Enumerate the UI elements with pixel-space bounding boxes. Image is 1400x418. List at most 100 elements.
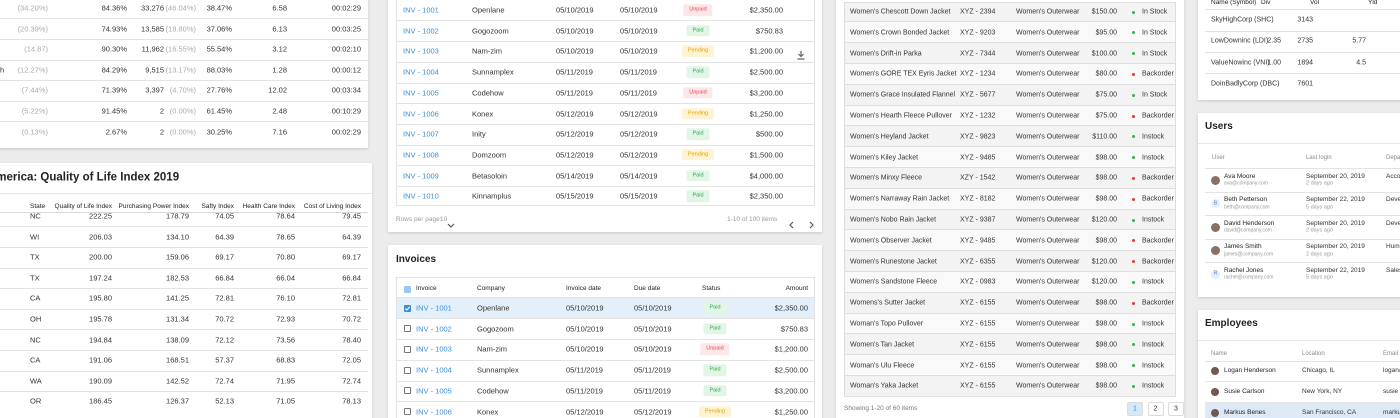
location: Chicago, IL [1302,366,1335,374]
location: New York, NY [1302,387,1343,395]
checkbox[interactable] [403,345,411,353]
row-divider [1205,381,1400,383]
cell: 66.84 [342,273,361,283]
share: (20.39%) [17,23,48,33]
invoice-link[interactable]: INV - 1004 [416,365,452,375]
invoice-link[interactable]: INV - 1005 [416,386,452,396]
duration: 00:02:29 [331,126,361,136]
invoice-link[interactable]: INV - 1006 [403,108,439,118]
page-button[interactable] [1147,402,1164,416]
product-name: Women's Chescott Down Jacket [850,8,951,16]
category: Women's Outerwear [1016,174,1080,182]
checkbox[interactable] [403,408,411,415]
header-checkbox[interactable] [403,285,411,293]
row-divider [396,165,815,167]
cell: 72.74 [342,376,361,386]
page-number[interactable]: 2 [1153,405,1158,413]
panel-title: Users [1205,121,1233,132]
row-divider [396,123,815,125]
cell: 71.05 [276,396,295,406]
sessions: 9,515 [145,65,164,75]
invoice-link[interactable]: INV - 1007 [403,129,439,139]
row-divider [0,329,368,331]
row-divider [396,41,815,43]
checkbox[interactable] [403,304,411,312]
invoice-link[interactable]: INV - 1006 [416,406,452,416]
category: Women's Outerwear [1016,195,1080,203]
cell: 197.24 [89,273,112,283]
product-row [844,188,1176,210]
pages: 3.12 [272,44,287,54]
cell: 142.52 [166,376,189,386]
row-divider [1205,402,1400,404]
cell: 66.84 [215,273,234,283]
company: Nam-zim [472,46,502,56]
login-date: September 22, 2019 [1306,195,1365,203]
row-divider [0,18,368,20]
invoice-link[interactable]: INV - 1003 [403,46,439,56]
user-email: rachel@company.com [1224,274,1274,281]
sku: XYZ - 1234 [960,70,996,78]
amount: $1,250.00 [774,406,808,416]
product-row [844,147,1176,168]
column-header: Quality of Life Index [54,202,112,210]
invoice-link[interactable]: INV - 1009 [403,170,439,180]
page-number[interactable]: 3 [1174,405,1178,413]
stock-dot [1132,31,1135,35]
row-label: h [0,65,5,75]
download-icon[interactable] [797,47,805,60]
department: Devel [1386,195,1400,203]
row-divider [396,82,815,84]
cell: 186.45 [89,396,112,406]
stock-status: Backorder [1142,258,1174,266]
invoice-date: 05/11/2019 [566,386,603,396]
due-date: 05/10/2019 [634,344,672,354]
product-row [844,376,1176,397]
duration: 00:03:25 [331,23,361,33]
prev-page[interactable] [788,216,796,229]
due-date: 05/10/2019 [620,46,658,56]
invoice-link[interactable]: INV - 1008 [403,150,439,160]
invoice-link[interactable]: INV - 1010 [403,191,439,201]
sessions-share: (46.04%) [165,3,196,13]
next-page[interactable] [807,216,815,229]
invoice-link[interactable]: INV - 1003 [416,344,452,354]
page-number[interactable]: 1 [1133,405,1137,413]
invoice-link[interactable]: INV - 1001 [403,5,439,15]
row-divider [1205,238,1400,240]
invoice-link[interactable]: INV - 1002 [403,25,439,35]
department: Sales [1386,266,1400,274]
due-date: 05/11/2019 [620,67,657,77]
category: Women's Outerwear [1016,8,1080,16]
due-date: 05/10/2019 [634,303,672,313]
checkbox[interactable] [403,387,411,395]
user-name: James Smith [1224,242,1262,250]
sessions-share: (4.70%) [169,85,196,95]
product-row [844,168,1176,189]
due-date: 05/10/2019 [620,25,658,35]
cell: 70.80 [276,252,295,262]
stock-dot [1132,260,1135,264]
price: $98.00 [1095,195,1117,203]
due-date: 05/11/2019 [634,386,671,396]
checkbox[interactable] [403,366,411,374]
price: $98.00 [1095,362,1117,370]
bounce: 27.76% [206,85,232,95]
invoice-link[interactable]: INV - 1005 [403,88,439,98]
invoice-date: 05/12/2019 [556,150,594,160]
product-name: Women's Hearth Fleece Pullover [850,112,952,120]
stock-dot [1132,52,1135,56]
rate: 91.45% [101,106,127,116]
rows-per-page[interactable]: 10 [440,215,448,223]
page-button[interactable] [1127,402,1143,416]
rate: 74.93% [101,23,127,33]
invoice-link[interactable]: INV - 1001 [416,303,452,313]
cell: 78.13 [342,396,361,406]
invoice-link[interactable]: INV - 1004 [403,67,439,77]
column-header: Last login [1306,155,1332,161]
due-date: 05/11/2019 [634,365,671,375]
page-button[interactable] [1168,402,1184,416]
product-name: Women's Grace Insulated Flannel [850,91,956,99]
checkbox[interactable] [403,325,411,333]
invoice-link[interactable]: INV - 1002 [416,323,452,333]
